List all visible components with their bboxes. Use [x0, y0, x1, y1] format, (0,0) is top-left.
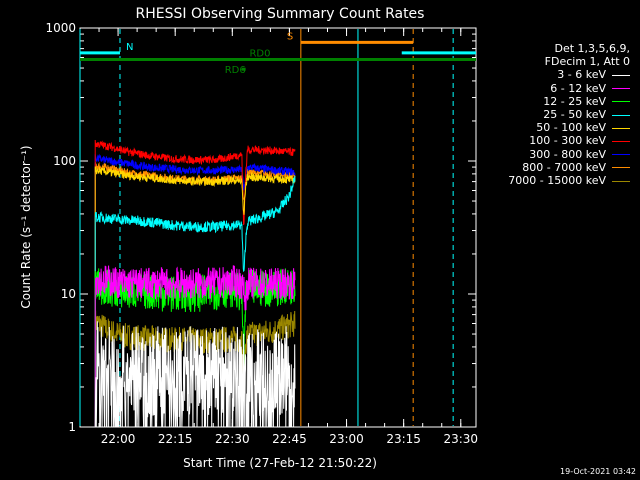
legend-item: 800 - 7000 keV [508, 161, 630, 174]
y-tick-label: 1 [68, 420, 76, 434]
legend-item-label: 800 - 7000 keV [522, 160, 606, 174]
legend-item: 12 - 25 keV [508, 95, 630, 108]
legend-swatch [612, 140, 630, 142]
legend-item: 100 - 300 keV [508, 134, 630, 147]
legend-swatch [612, 88, 630, 90]
legend-item-label: 7000 - 15000 keV [508, 174, 606, 188]
legend-swatch [612, 180, 630, 182]
legend: Det 1,3,5,6,9, FDecim 1, Att 0 3 - 6 keV… [508, 42, 630, 187]
y-tick-label: 10 [61, 287, 76, 301]
legend-swatch [612, 101, 630, 103]
legend-item: 6 - 12 keV [508, 82, 630, 95]
legend-item-label: 50 - 100 keV [536, 121, 606, 135]
flag-label-s: S [287, 31, 293, 42]
y-tick-label: 100 [53, 154, 76, 168]
legend-item-label: 6 - 12 keV [550, 81, 606, 95]
x-tick-label: 22:30 [215, 432, 250, 446]
legend-item: 3 - 6 keV [508, 68, 630, 81]
series-line-50-100-kev [94, 166, 296, 427]
legend-item: 50 - 100 keV [508, 121, 630, 134]
x-tick-label: 23:30 [443, 432, 478, 446]
legend-swatch [612, 167, 630, 169]
series-line-3-6-kev [94, 321, 296, 428]
legend-item: 7000 - 15000 keV [508, 174, 630, 187]
flag-label-n: N [126, 42, 133, 53]
legend-header-line-1: Det 1,3,5,6,9, [554, 42, 630, 55]
legend-swatch [612, 74, 630, 76]
legend-swatch [612, 127, 630, 129]
legend-item-label: 12 - 25 keV [543, 94, 606, 108]
x-tick-label: 23:00 [329, 432, 364, 446]
legend-item: 25 - 50 keV [508, 108, 630, 121]
legend-item: 300 - 800 keV [508, 148, 630, 161]
series-line-6-12-kev [94, 265, 296, 427]
series-line-25-50-kev [94, 175, 296, 427]
x-axis-label: Start Time (27-Feb-12 21:50:22) [183, 456, 377, 470]
flag-label-rd0: RD0 [249, 48, 270, 59]
legend-item-label: 25 - 50 keV [543, 108, 606, 122]
chart-title: RHESSI Observing Summary Count Rates [136, 6, 425, 22]
legend-item-label: 300 - 800 keV [529, 147, 606, 161]
legend-header-line-2: FDecim 1, Att 0 [544, 55, 630, 69]
series-line-100-300-kev [94, 139, 296, 427]
x-tick-label: 22:45 [272, 432, 307, 446]
legend-swatch [612, 114, 630, 116]
legend-swatch [612, 154, 630, 156]
timestamp-footer: 19-Oct-2021 03:42 [560, 467, 636, 476]
y-tick-label: 1000 [45, 21, 76, 35]
y-axis-label: Count Rate (s⁻¹ detector⁻¹) [19, 145, 33, 308]
x-tick-label: 22:15 [158, 432, 193, 446]
series-line-7000-15000-kev [94, 310, 296, 427]
series-line-300-800-kev [94, 153, 296, 427]
legend-item-label: 3 - 6 keV [557, 68, 606, 82]
legend-item-label: 100 - 300 keV [529, 134, 606, 148]
x-tick-label: 23:15 [386, 432, 421, 446]
x-tick-label: 22:00 [101, 432, 136, 446]
flag-label-rd6: RD6 [225, 65, 246, 76]
